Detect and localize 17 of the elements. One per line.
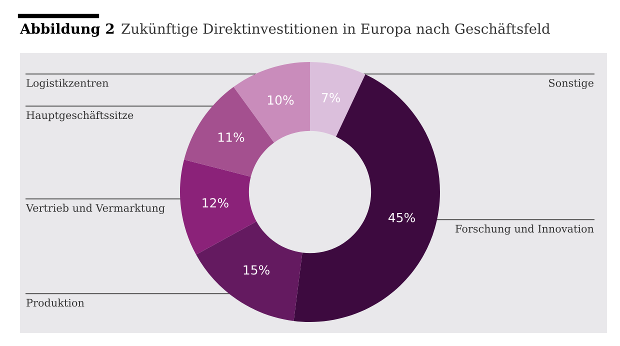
slice-label: Sonstige [549, 78, 594, 90]
data-label: 10% [268, 95, 294, 105]
slice-label: Logistikzentren [26, 78, 108, 90]
data-label: 15% [244, 265, 270, 275]
slice-label: Forschung und Innovation [456, 224, 594, 235]
data-label: 7% [322, 92, 340, 102]
data-label: 11% [218, 132, 244, 142]
data-label: 12% [202, 198, 228, 208]
chart-title: Abbildung 2 Zukünftige Direktinvestitionen in Europa nach Geschäftsfeld [20, 23, 550, 37]
donut-slice [294, 74, 440, 322]
slice-label: Vertrieb und Vermarktung [26, 204, 165, 214]
data-label: 45% [388, 212, 415, 222]
donut-slice [196, 221, 302, 321]
donut-slice [180, 160, 256, 255]
donut-slice [310, 62, 366, 137]
slice-label: Hauptgeschäftssitze [26, 110, 134, 122]
slice-label: Produktion [26, 298, 84, 307]
